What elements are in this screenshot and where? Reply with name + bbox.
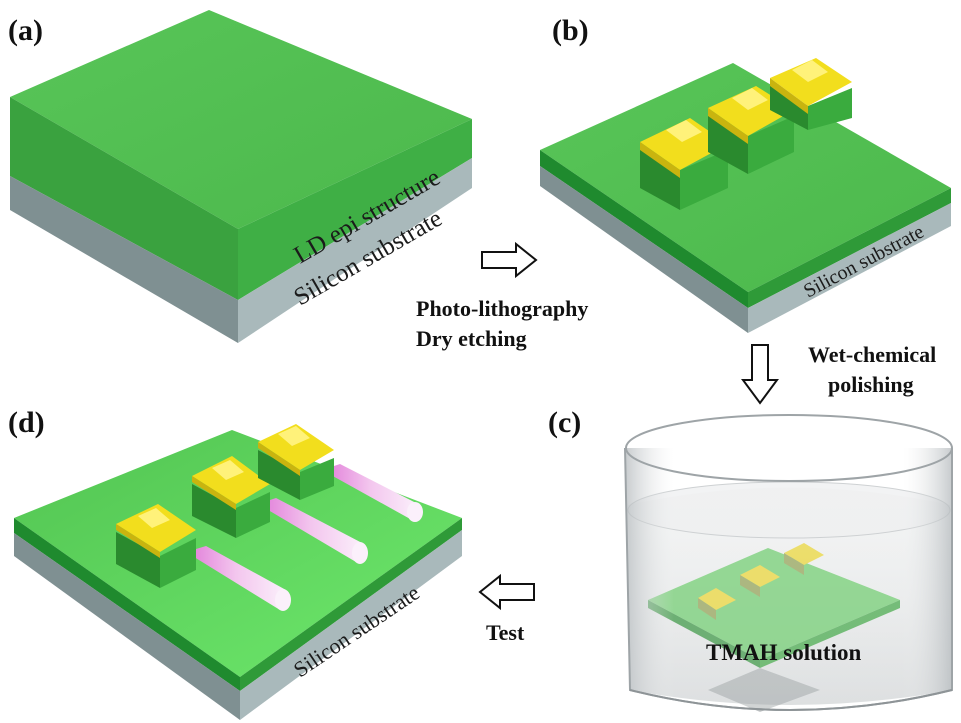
- laser-mesa: [116, 504, 196, 588]
- panel-c: TMAH solution: [624, 414, 953, 712]
- substrate-left-face: [10, 176, 238, 343]
- substrate-right-face: [748, 203, 951, 333]
- substrate-left-face: [14, 533, 240, 720]
- epi-top-face: [14, 430, 462, 677]
- beam-spot: [352, 542, 368, 564]
- substrate-left-face: [540, 166, 748, 333]
- laser-mesa: [192, 456, 270, 538]
- arrow-down: [741, 344, 779, 405]
- laser-mesa: [770, 58, 852, 130]
- panel-b: Silicon substrate: [540, 58, 951, 333]
- panel-a: LD epi structure Silicon substrate: [10, 10, 472, 343]
- step-polishing-line1: Wet-chemical: [808, 342, 936, 367]
- epi-left-face: [14, 518, 240, 691]
- panel-label-c: (c): [548, 406, 581, 439]
- panel-label-d: (d): [8, 406, 45, 439]
- substrate-right-face: [240, 530, 462, 720]
- laser-beam: [258, 498, 364, 562]
- laser-beam: [322, 464, 418, 520]
- laser-mesa: [640, 118, 728, 210]
- epi-top-face: [10, 10, 472, 229]
- substrate-right-face: [238, 158, 472, 343]
- panel-label-b: (b): [552, 14, 589, 47]
- step-polishing-line2: polishing: [828, 372, 914, 397]
- laser-mesa: [258, 424, 334, 500]
- epi-left-face: [10, 97, 238, 300]
- step-lithography-line2: Dry etching: [416, 326, 527, 351]
- step-lithography-line1: Photo-lithography: [416, 296, 588, 321]
- epi-right-face: [748, 188, 951, 308]
- beaker-wall: [624, 447, 953, 711]
- panel-label-a: (a): [8, 14, 43, 47]
- step-test: Test: [486, 620, 525, 645]
- arrow-left: [478, 573, 535, 611]
- epi-top-face: [540, 63, 951, 292]
- epi-right-face: [240, 518, 462, 691]
- beam-spot: [407, 502, 423, 522]
- beam-spot: [275, 589, 291, 611]
- beaker-rim: [625, 414, 953, 482]
- laser-beam: [186, 546, 286, 610]
- beaker-bottom: [629, 689, 953, 711]
- epi-left-face: [540, 150, 748, 308]
- panel-d: Silicon substrate: [14, 424, 462, 720]
- solution-label: TMAH solution: [706, 640, 861, 665]
- epi-right-face: [238, 119, 472, 300]
- arrow-right: [481, 241, 538, 279]
